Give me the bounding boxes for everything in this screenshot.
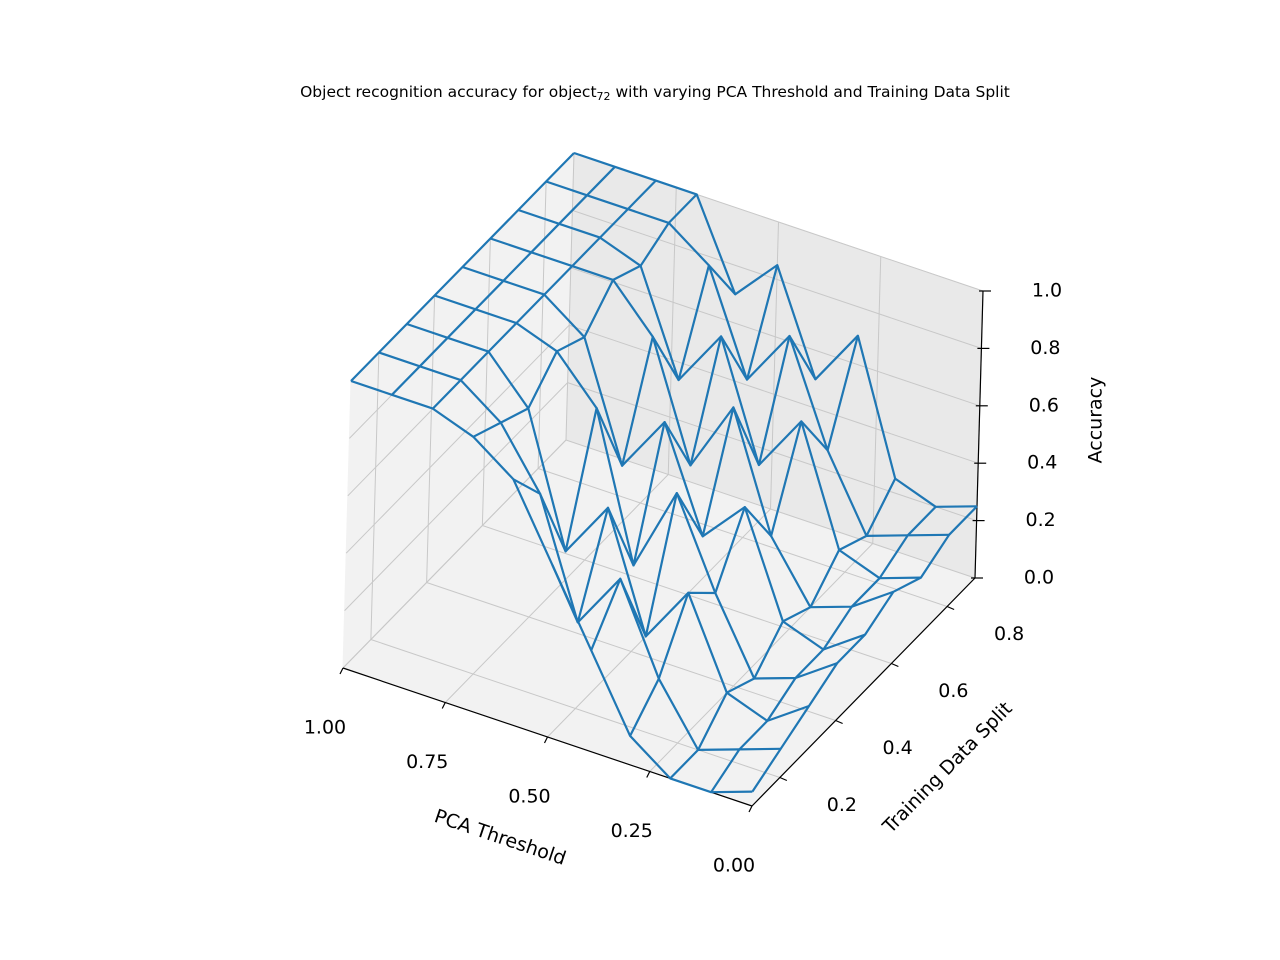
y-tick-label: 0.4 (883, 737, 913, 759)
y-axis-label: Training Data Split (878, 698, 1017, 839)
wire-column (391, 166, 616, 396)
y-tick-label: 0.2 (827, 794, 857, 816)
y-tick (946, 605, 955, 611)
grid-line (481, 238, 491, 526)
grid-line (426, 582, 836, 721)
y-tick (835, 719, 843, 725)
y-tick (779, 776, 788, 782)
x-tick (646, 771, 651, 778)
x-tick-label: 0.50 (508, 786, 550, 808)
x-tick-label: 1.00 (304, 717, 346, 739)
grid-line (537, 181, 547, 469)
wire-column (350, 152, 575, 382)
wire-column (472, 193, 698, 438)
wire-column (751, 505, 978, 793)
wire-column (432, 179, 657, 410)
title-text: Object recognition accuracy for object (300, 83, 596, 101)
x-tick-label: 0.25 (611, 820, 653, 842)
z-tick-label: 0.2 (1025, 509, 1055, 531)
y-tick-label: 0.6 (938, 680, 968, 702)
x-tick (543, 736, 549, 744)
axis-line (751, 577, 976, 807)
x-tick (441, 702, 446, 709)
grid-line (569, 324, 979, 464)
z-axis-label: Accuracy (1085, 377, 1107, 464)
wire-column (629, 335, 859, 737)
wire-column (710, 506, 937, 793)
wire-column (512, 264, 737, 553)
axis-line (974, 290, 984, 579)
grid-line (570, 267, 980, 407)
x-axis-label: PCA Threshold (432, 805, 569, 870)
grid-line (370, 639, 781, 778)
y-tick-label: 0.8 (994, 623, 1024, 645)
wire-column (669, 478, 897, 780)
grid-line (565, 439, 976, 579)
y-tick (891, 662, 899, 668)
chart-title: Object recognition accuracy for object72… (300, 83, 1010, 104)
z-tick-label: 1.0 (1032, 280, 1062, 302)
z-tick-label: 0.6 (1029, 394, 1059, 416)
grid-line (345, 324, 570, 554)
x-tick-label: 0.00 (713, 855, 755, 877)
z-tick-label: 0.0 (1024, 567, 1054, 589)
grid-line (444, 474, 669, 703)
x-tick-label: 0.75 (406, 751, 448, 773)
x-tick (748, 805, 753, 813)
grid-line (342, 439, 567, 669)
z-tick-label: 0.4 (1027, 452, 1057, 474)
wire-column (590, 334, 817, 651)
grid-line (572, 209, 982, 349)
grid-line (872, 256, 882, 544)
grid-line (565, 152, 575, 441)
grid-line (370, 352, 380, 640)
wire-column (551, 264, 779, 624)
grid-line (649, 543, 874, 772)
title-suffix: with varying PCA Threshold and Training … (611, 83, 1010, 101)
grid-line (667, 187, 677, 475)
grid-line (537, 468, 948, 607)
grid-line (426, 295, 436, 583)
x-tick (339, 667, 344, 675)
title-subscript: 72 (597, 90, 611, 103)
z-tick-label: 0.8 (1030, 337, 1060, 359)
